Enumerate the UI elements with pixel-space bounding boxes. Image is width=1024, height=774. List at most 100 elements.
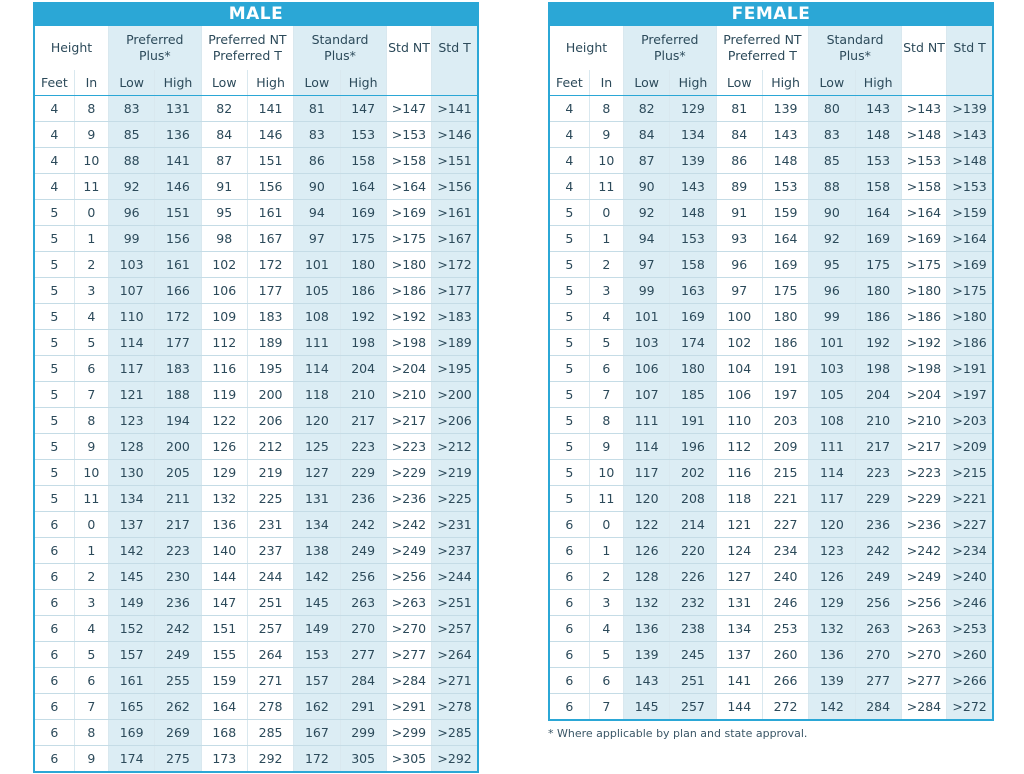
table-cell: >231 (431, 511, 479, 538)
table-cell: 108 (293, 303, 341, 330)
table-cell: 188 (154, 381, 202, 408)
table-cell: 5 (34, 277, 75, 304)
height-header: Height (34, 26, 109, 70)
table-cell: 96 (716, 251, 763, 278)
table-cell: >180 (946, 303, 994, 330)
table-cell: 5 (549, 381, 590, 408)
table-cell: >197 (946, 381, 994, 408)
table-cell: 7 (74, 381, 110, 408)
table-cell: 148 (762, 147, 810, 174)
table-cell: 226 (669, 563, 717, 590)
low-header: Low (201, 70, 248, 96)
table-cell: 82 (201, 95, 248, 122)
table-cell: 210 (855, 407, 902, 434)
table-cell: 180 (669, 355, 717, 382)
table-cell: 88 (808, 173, 856, 200)
table-cell: 127 (716, 563, 763, 590)
table-cell: 146 (247, 121, 295, 148)
table-cell: 114 (293, 355, 341, 382)
table-cell: 177 (247, 277, 295, 304)
table-cell: 185 (669, 381, 717, 408)
table-cell: >175 (386, 225, 433, 252)
table-cell: 180 (340, 251, 387, 278)
table-cell: 208 (669, 485, 717, 512)
table-cell: 5 (549, 251, 590, 278)
table-cell: 103 (623, 329, 671, 356)
table-cell: 186 (855, 303, 902, 330)
table-cell: 104 (716, 355, 763, 382)
table-cell: 1 (74, 537, 110, 564)
table-cell: 6 (74, 667, 110, 694)
table-cell: >219 (431, 459, 479, 486)
table-row: 6 6 143 251 141 266 139 277 >277 >266 (549, 667, 994, 694)
table-cell: >234 (946, 537, 994, 564)
table-cell: 215 (762, 459, 810, 486)
table-cell: >249 (901, 563, 948, 590)
table-cell: 152 (108, 615, 156, 642)
table-cell: >141 (431, 95, 479, 122)
table-cell: 99 (808, 303, 856, 330)
table-cell: 284 (855, 693, 902, 721)
table-cell: 172 (154, 303, 202, 330)
table-cell: >217 (901, 433, 948, 460)
table-cell: 257 (669, 693, 717, 721)
table-cell: 223 (154, 537, 202, 564)
table-cell: 91 (716, 199, 763, 226)
table-row: 6 7 165 262 164 278 162 291 >291 >278 (34, 693, 479, 720)
table-cell: 101 (293, 251, 341, 278)
table-cell: 129 (808, 589, 856, 616)
feet-header: Feet (549, 70, 590, 96)
table-cell: 251 (669, 667, 717, 694)
table-cell: 174 (669, 329, 717, 356)
table-cell: >180 (386, 251, 433, 278)
table-row: 6 3 149 236 147 251 145 263 >263 >251 (34, 589, 479, 616)
table-cell: 83 (808, 121, 856, 148)
table-cell: >271 (431, 667, 479, 694)
table-cell: 153 (762, 173, 810, 200)
table-cell: 5 (34, 225, 75, 252)
table-cell: >272 (946, 693, 994, 721)
table-cell: >189 (431, 329, 479, 356)
table-cell: 1 (589, 225, 625, 252)
table-cell: 132 (201, 485, 248, 512)
table-cell: 231 (247, 511, 295, 538)
table-cell: 132 (623, 589, 671, 616)
table-cell: 169 (855, 225, 902, 252)
table-cell: 284 (340, 667, 387, 694)
table-cell: 8 (589, 95, 625, 122)
table-cell: 151 (201, 615, 248, 642)
table-cell: 161 (154, 251, 202, 278)
table-cell: >277 (901, 667, 948, 694)
table-cell: >161 (431, 199, 479, 226)
table-cell: >159 (946, 199, 994, 226)
male-table-panel: MALE Height Preferred Plus* Preferred NT… (33, 2, 479, 773)
table-cell: 86 (293, 147, 341, 174)
table-cell: >172 (431, 251, 479, 278)
table-cell: 6 (589, 667, 625, 694)
preferred-nt-header: Preferred NT Preferred T (716, 26, 810, 70)
table-cell: >270 (386, 615, 433, 642)
table-cell: 114 (623, 433, 671, 460)
table-cell: 159 (201, 667, 248, 694)
table-cell: >244 (431, 563, 479, 590)
table-cell: 90 (623, 173, 671, 200)
table-cell: 110 (108, 303, 156, 330)
table-cell: 6 (589, 355, 625, 382)
table-cell: 9 (74, 745, 110, 773)
table-cell: 101 (623, 303, 671, 330)
table-cell: 275 (154, 745, 202, 773)
table-cell: 278 (247, 693, 295, 720)
table-cell: 264 (247, 641, 295, 668)
std-t-header: Std T (946, 26, 994, 70)
table-cell: >263 (386, 589, 433, 616)
table-cell: 6 (549, 641, 590, 668)
table-cell: 5 (549, 433, 590, 460)
table-cell: >204 (901, 381, 948, 408)
table-cell: 204 (855, 381, 902, 408)
table-cell: 8 (74, 407, 110, 434)
table-cell: 139 (808, 667, 856, 694)
table-cell: >191 (946, 355, 994, 382)
table-cell: 112 (716, 433, 763, 460)
low-header: Low (623, 70, 671, 96)
table-cell: 189 (247, 329, 295, 356)
